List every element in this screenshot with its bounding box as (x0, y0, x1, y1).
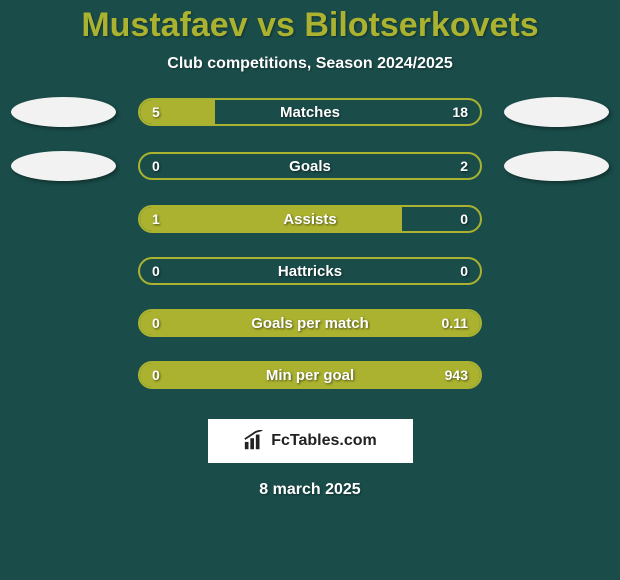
stat-row: 0Goals per match0.11 (3, 309, 617, 337)
footer-date: 8 march 2025 (259, 481, 360, 499)
stat-row: 0Min per goal943 (3, 361, 617, 389)
player-avatar-left (11, 151, 116, 181)
brand-badge: FcTables.com (208, 419, 413, 463)
stat-value-right: 0 (460, 207, 468, 231)
stat-label: Min per goal (140, 363, 480, 387)
page-subtitle: Club competitions, Season 2024/2025 (167, 55, 452, 73)
stat-value-right: 943 (445, 363, 468, 387)
stat-row: 1Assists0 (3, 205, 617, 233)
stat-bar: 5Matches18 (138, 98, 482, 126)
stat-row: 0Hattricks0 (3, 257, 617, 285)
stat-bar: 0Goals per match0.11 (138, 309, 482, 337)
stat-bar: 0Min per goal943 (138, 361, 482, 389)
stat-bar: 0Hattricks0 (138, 257, 482, 285)
chart-icon (243, 430, 265, 452)
stat-value-right: 0 (460, 259, 468, 283)
stat-bar: 1Assists0 (138, 205, 482, 233)
stat-value-right: 18 (452, 100, 468, 124)
stat-row: 5Matches18 (3, 97, 617, 127)
stat-bar: 0Goals2 (138, 152, 482, 180)
stats-list: 5Matches180Goals21Assists00Hattricks00Go… (3, 97, 617, 413)
brand-text: FcTables.com (271, 432, 377, 450)
player-avatar-right (504, 97, 609, 127)
page-title: Mustafaev vs Bilotserkovets (81, 6, 538, 45)
stat-label: Matches (140, 100, 480, 124)
stat-label: Assists (140, 207, 480, 231)
stat-label: Goals (140, 154, 480, 178)
stat-value-right: 2 (460, 154, 468, 178)
stat-label: Hattricks (140, 259, 480, 283)
player-avatar-right (504, 151, 609, 181)
stat-value-right: 0.11 (442, 311, 468, 335)
player-avatar-left (11, 97, 116, 127)
stat-label: Goals per match (140, 311, 480, 335)
stat-row: 0Goals2 (3, 151, 617, 181)
